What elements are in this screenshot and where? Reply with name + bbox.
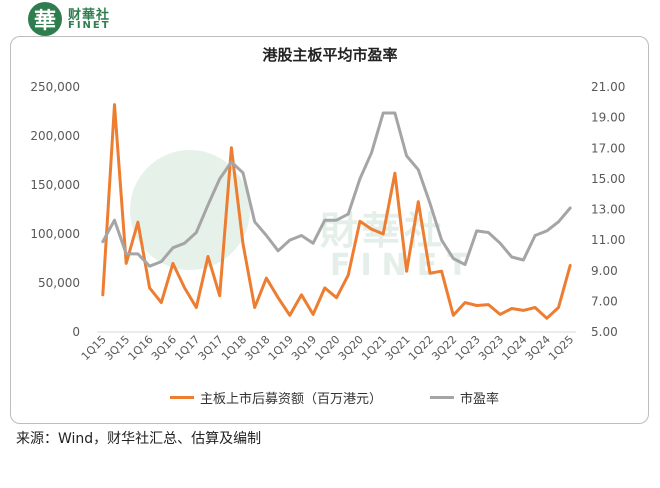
left-axis-tick-label: 100,000	[30, 227, 80, 241]
x-axis-tick-label: 1Q25	[546, 333, 576, 363]
left-axis-tick-label: 150,000	[30, 178, 80, 192]
x-axis-tick-label: 3Q23	[476, 333, 506, 363]
x-axis-tick-label: 1Q20	[312, 333, 342, 363]
right-axis-tick-label: 9.00	[591, 264, 618, 278]
logo-badge-icon: 華	[28, 2, 62, 36]
left-axis-tick-label: 250,000	[30, 80, 80, 94]
x-axis-tick-label: 1Q24	[499, 333, 529, 363]
x-axis-tick-label: 1Q15	[79, 333, 109, 363]
right-axis-tick-label: 7.00	[591, 294, 618, 308]
finet-logo: 華 财華社 FINET	[28, 2, 138, 36]
legend-swatch-gray	[430, 396, 454, 399]
source-note: 来源：Wind，财华社汇总、估算及编制	[16, 431, 262, 447]
x-axis-tick-label: 3Q21	[383, 333, 413, 363]
chart-title: 港股主板平均市盈率	[262, 46, 398, 64]
right-axis-tick-label: 21.00	[591, 80, 625, 94]
x-axis-tick-label: 3Q17	[196, 333, 226, 363]
legend-item-fundraising: 主板上市后募资额（百万港元）	[170, 388, 382, 407]
x-axis-tick-label: 1Q22	[406, 333, 436, 363]
series-line-fundraising	[101, 103, 572, 320]
x-axis-tick-label: 1Q19	[266, 333, 296, 363]
x-axis-tick-label: 3Q16	[149, 333, 179, 363]
legend-label-fundraising: 主板上市后募资额（百万港元）	[200, 392, 383, 407]
left-axis-tick-label: 50,000	[38, 276, 80, 290]
right-axis-tick-label: 15.00	[591, 172, 625, 186]
series-line-pe	[101, 111, 572, 268]
legend-item-pe: 市盈率	[430, 388, 499, 407]
x-axis-tick-label: 3Q18	[242, 333, 272, 363]
chart-legend: 主板上市后募资额（百万港元） 市盈率	[0, 388, 660, 408]
x-axis-tick-label: 3Q20	[336, 333, 366, 363]
x-axis-tick-label: 3Q19	[289, 333, 319, 363]
x-axis-tick-label: 3Q24	[523, 333, 553, 363]
logo-name-en: FINET	[68, 20, 111, 31]
right-axis-tick-label: 19.00	[591, 111, 625, 125]
x-axis-tick-label: 3Q22	[429, 333, 459, 363]
logo-name-cn: 财華社	[68, 8, 111, 23]
x-axis-tick-label: 1Q21	[359, 333, 389, 363]
right-axis-tick-label: 17.00	[591, 141, 625, 155]
left-axis-tick-label: 200,000	[30, 129, 80, 143]
x-axis-tick-label: 1Q16	[126, 333, 156, 363]
legend-label-pe: 市盈率	[460, 392, 500, 407]
right-axis-tick-label: 11.00	[591, 233, 625, 247]
x-axis-tick-label: 1Q18	[219, 333, 249, 363]
x-axis-tick-label: 1Q23	[453, 333, 483, 363]
right-axis-tick-label: 5.00	[591, 325, 618, 339]
x-axis-tick-label: 1Q17	[172, 333, 202, 363]
right-axis-tick-label: 13.00	[591, 203, 625, 217]
legend-swatch-orange	[170, 396, 194, 399]
left-axis-tick-label: 0	[72, 325, 80, 339]
chart-plot: 0 50,000 100,000 150,000 200,000 250,000 5.00 7…	[30, 80, 625, 363]
x-axis-tick-label: 3Q15	[102, 333, 132, 363]
